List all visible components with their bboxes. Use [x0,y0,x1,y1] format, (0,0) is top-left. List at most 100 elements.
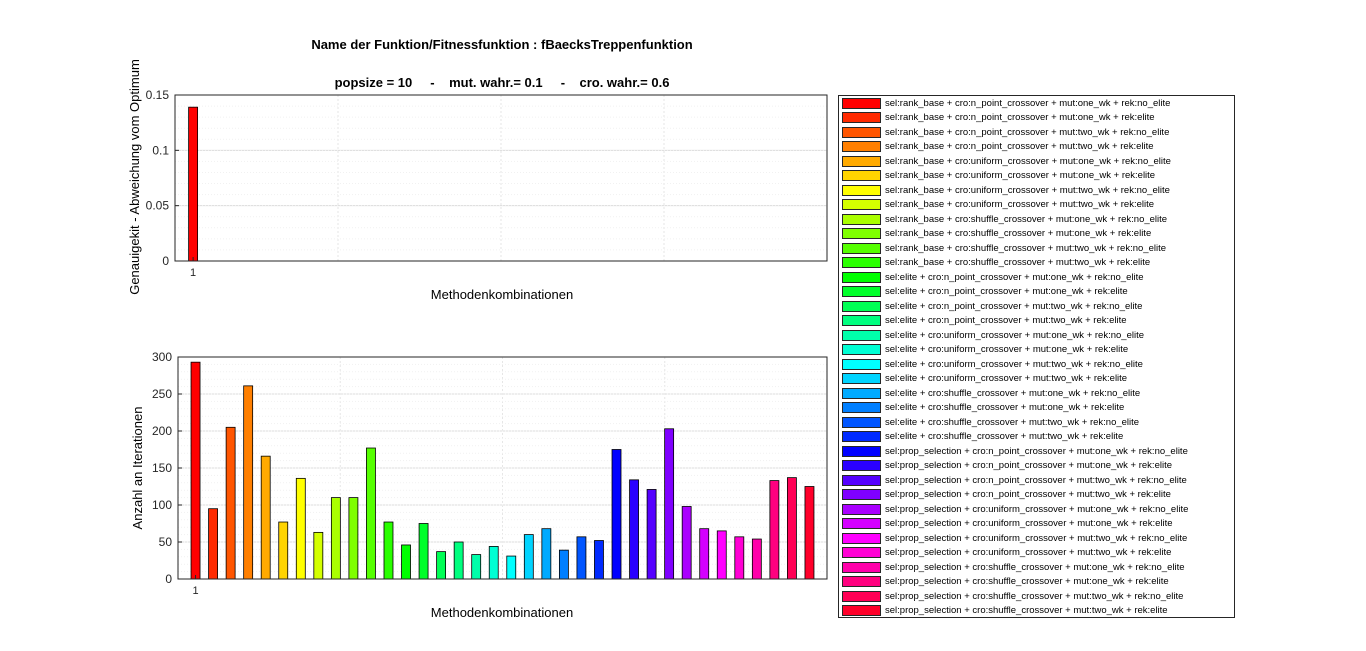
iterations-bar-chart: 0 50 100 150 200 250 300 1 Methodenkombinatione… [130,350,828,620]
legend-item: sel:prop_selection + cro:shuffle_crossov… [842,560,1234,575]
legend-item: sel:prop_selection + cro:shuffle_crossov… [842,604,1234,619]
legend-item: sel:rank_base + cro:uniform_crossover + … [842,154,1234,169]
legend-item: sel:rank_base + cro:n_point_crossover + … [842,140,1234,155]
legend-swatch [842,213,881,225]
iterations-ytick-label: 0 [165,572,172,586]
accuracy-bar-chart: 0 0.05 0.1 0.15 1 Methodenkombinationen Gena… [127,59,828,302]
legend-item: sel:elite + cro:uniform_crossover + mut:… [842,357,1234,372]
legend-item: sel:rank_base + cro:shuffle_crossover + … [842,212,1234,227]
legend-label: sel:elite + cro:n_point_crossover + mut:… [885,271,1144,283]
iterations-bar-3 [225,426,236,580]
legend-swatch [842,112,881,124]
iterations-bar-26 [629,479,639,580]
figure-title-line2: popsize = 10 - mut. wahr.= 0.1 - cro. wa… [335,75,670,90]
accuracy-chart-xlabel: Methodenkombinationen [431,287,573,302]
legend-label: sel:elite + cro:uniform_crossover + mut:… [885,358,1143,370]
legend-label: sel:prop_selection + cro:shuffle_crossov… [885,590,1184,602]
iterations-xtick-label: 1 [192,585,198,597]
legend-swatch [842,300,881,312]
legend-item: sel:rank_base + cro:n_point_crossover + … [842,111,1234,126]
legend-item: sel:prop_selection + cro:shuffle_crossov… [842,575,1234,590]
legend-swatch [842,590,881,602]
accuracy-ytick-label: 0.05 [146,199,170,213]
legend-label: sel:prop_selection + cro:shuffle_crossov… [885,605,1168,617]
legend-item: sel:prop_selection + cro:uniform_crossov… [842,502,1234,517]
iterations-bar-9 [330,497,341,580]
legend-swatch [842,228,881,240]
legend-label: sel:elite + cro:uniform_crossover + mut:… [885,344,1129,356]
legend-swatch [842,460,881,472]
legend-label: sel:prop_selection + cro:uniform_crossov… [885,532,1188,544]
legend-item: sel:elite + cro:shuffle_crossover + mut:… [842,430,1234,445]
legend-item: sel:rank_base + cro:shuffle_crossover + … [842,256,1234,271]
legend-swatch [842,373,881,385]
iterations-ytick-label: 150 [152,461,172,475]
legend-swatch [842,445,881,457]
legend-swatch [842,141,881,153]
figure-title-line1: Name der Funktion/Fitnessfunktion : fBae… [311,37,692,52]
iterations-ytick-label: 50 [159,535,173,549]
accuracy-plot-area [175,95,827,261]
legend-label: sel:elite + cro:n_point_crossover + mut:… [885,286,1128,298]
legend-swatch [842,257,881,269]
legend-label: sel:elite + cro:shuffle_crossover + mut:… [885,431,1124,443]
iterations-bar-1 [190,361,201,580]
legend-label: sel:elite + cro:shuffle_crossover + mut:… [885,416,1140,428]
iterations-bar-15 [436,551,447,580]
legend-label: sel:prop_selection + cro:uniform_crossov… [885,518,1173,530]
iterations-chart-xlabel: Methodenkombinationen [431,605,573,620]
legend-label: sel:rank_base + cro:shuffle_crossover + … [885,213,1168,225]
legend-label: sel:rank_base + cro:uniform_crossover + … [885,155,1171,167]
legend-label: sel:rank_base + cro:n_point_crossover + … [885,112,1155,124]
legend-swatch [842,97,881,109]
iterations-chart-ylabel: Anzahl an Iterationen [130,407,145,530]
iterations-bar-11 [366,447,376,580]
iterations-ytick-label: 300 [152,350,172,364]
accuracy-ytick-label: 0.15 [146,88,170,102]
legend-swatch [842,402,881,414]
iterations-bar-16 [453,541,464,580]
legend-swatch [842,518,881,530]
legend-item: sel:elite + cro:uniform_crossover + mut:… [842,343,1234,358]
legend-item: sel:elite + cro:n_point_crossover + mut:… [842,285,1234,300]
legend-swatch [842,431,881,443]
legend-label: sel:elite + cro:uniform_crossover + mut:… [885,373,1128,385]
legend-item: sel:elite + cro:n_point_crossover + mut:… [842,270,1234,285]
legend-swatch [842,561,881,573]
legend-label: sel:elite + cro:shuffle_crossover + mut:… [885,387,1141,399]
legend-swatch [842,170,881,182]
legend-item: sel:elite + cro:shuffle_crossover + mut:… [842,415,1234,430]
legend-label: sel:rank_base + cro:n_point_crossover + … [885,141,1154,153]
legend-item: sel:rank_base + cro:n_point_crossover + … [842,125,1234,140]
legend-swatch [842,155,881,167]
legend-label: sel:rank_base + cro:shuffle_crossover + … [885,257,1151,269]
legend-item: sel:prop_selection + cro:n_point_crossov… [842,444,1234,459]
legend-item: sel:rank_base + cro:uniform_crossover + … [842,183,1234,198]
legend-label: sel:rank_base + cro:shuffle_crossover + … [885,242,1167,254]
legend-label: sel:rank_base + cro:shuffle_crossover + … [885,228,1152,240]
legend-label: sel:elite + cro:n_point_crossover + mut:… [885,315,1127,327]
legend-swatch [842,242,881,254]
iterations-bar-17 [471,554,482,580]
legend-item: sel:elite + cro:shuffle_crossover + mut:… [842,401,1234,416]
legend-label: sel:prop_selection + cro:n_point_crossov… [885,460,1173,472]
legend-label: sel:rank_base + cro:n_point_crossover + … [885,97,1171,109]
iterations-bar-21 [541,528,552,580]
iterations-ytick-label: 200 [152,424,172,438]
iterations-bar-10 [348,497,359,580]
legend-swatch [842,329,881,341]
legend-item: sel:rank_base + cro:shuffle_crossover + … [842,241,1234,256]
legend-label: sel:prop_selection + cro:shuffle_crossov… [885,576,1169,588]
legend-item: sel:prop_selection + cro:n_point_crossov… [842,473,1234,488]
legend-item: sel:prop_selection + cro:uniform_crossov… [842,531,1234,546]
legend-item: sel:rank_base + cro:uniform_crossover + … [842,198,1234,213]
legend-item: sel:prop_selection + cro:uniform_crossov… [842,546,1234,561]
legend-label: sel:prop_selection + cro:n_point_crossov… [885,445,1188,457]
iterations-bar-7 [295,477,306,580]
legend-label: sel:rank_base + cro:uniform_crossover + … [885,184,1170,196]
legend-swatch [842,286,881,298]
legend-item: sel:prop_selection + cro:n_point_crossov… [842,459,1234,474]
accuracy-chart-ylabel: Genauigekit - Abweichung vom Optimum [127,59,142,295]
legend-item: sel:prop_selection + cro:uniform_crossov… [842,517,1234,532]
